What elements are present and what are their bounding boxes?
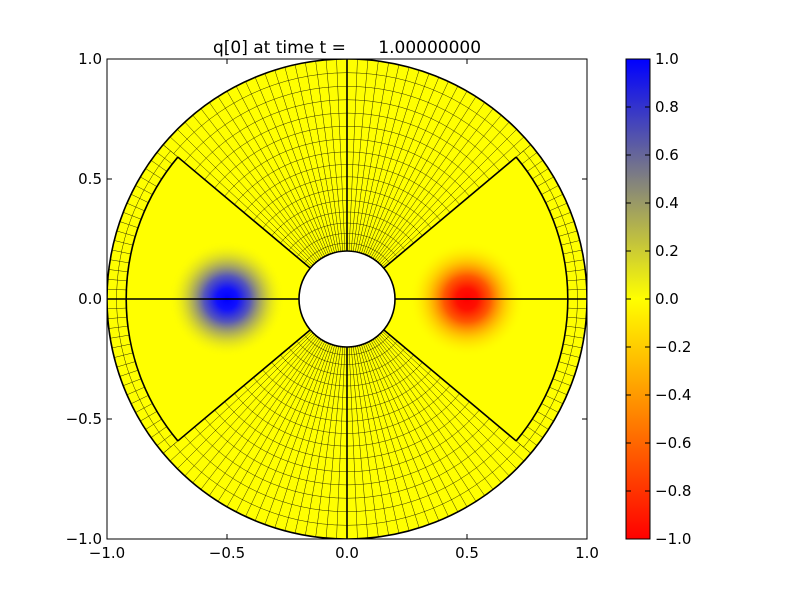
x-tick-label: −1.0: [89, 544, 125, 562]
colorbar-tick-label: 0.6: [655, 146, 679, 164]
colorbar-tick-label: 0.8: [655, 98, 679, 116]
colorbar-tick-label: 1.0: [655, 50, 679, 68]
y-tick-label: 0.0: [78, 290, 102, 308]
colorbar-tick-label: 0.4: [655, 194, 679, 212]
inner-hole: [298, 250, 396, 348]
y-axis: −1.0 −0.5 0.0 0.5 1.0: [66, 50, 587, 548]
x-tick-label: 0.0: [335, 544, 359, 562]
colorbar-tick-label: 0.0: [655, 290, 679, 308]
chart-title: q[0] at time t = 1.00000000: [213, 38, 481, 58]
wedge-boundary-line: [177, 156, 311, 269]
colorbar-tick-label: −0.6: [655, 434, 691, 452]
colorbar-tick-label: −0.2: [655, 338, 691, 356]
colorbar-tick-label: −1.0: [655, 530, 691, 548]
plot-area: [107, 59, 587, 539]
x-tick-label: 1.0: [575, 544, 599, 562]
patch-boundaries: [107, 59, 587, 539]
colorbar-tick-label: −0.4: [655, 386, 691, 404]
wedge-boundary-line: [383, 156, 517, 269]
colorbar-axis: 1.0 0.8 0.6 0.4 0.2 0.0 −0.2 −0.4 −0.6 −0.8 −1.0: [626, 50, 691, 548]
wedge-boundary-line: [383, 329, 517, 442]
x-tick-label: 0.5: [455, 544, 479, 562]
x-tick-label: −0.5: [209, 544, 245, 562]
y-tick-label: 1.0: [78, 50, 102, 68]
colorbar-tick-label: 0.2: [655, 242, 679, 260]
x-axis: −1.0 −0.5 0.0 0.5 1.0: [89, 59, 599, 562]
colorbar-tick-label: −0.8: [655, 482, 691, 500]
y-tick-label: −1.0: [66, 530, 102, 548]
wedge-outer-arc: [125, 156, 179, 442]
wedge-outer-arc: [515, 156, 569, 442]
wedge-boundary-line: [177, 329, 311, 442]
y-tick-label: 0.5: [78, 170, 102, 188]
y-tick-label: −0.5: [66, 410, 102, 428]
